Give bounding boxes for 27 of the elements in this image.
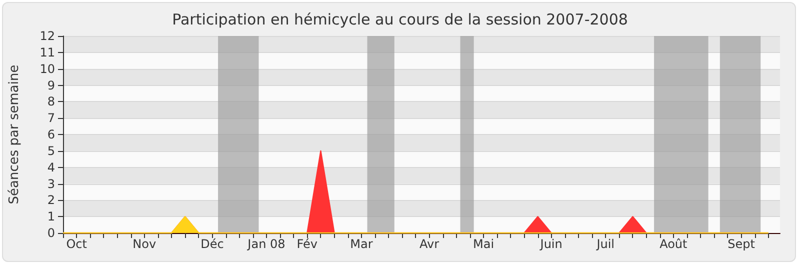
x-tick-label: Fév	[296, 237, 318, 251]
y-tick-label: 2	[47, 193, 55, 208]
x-tick-label: Nov	[132, 237, 156, 251]
y-tick-label: 1	[47, 210, 55, 224]
y-tick-label: 4	[47, 160, 55, 174]
y-tick-label: 3	[47, 176, 55, 191]
x-tick-label: Juin	[539, 237, 562, 251]
x-tick-label: Sept	[728, 237, 756, 251]
x-tick-label: Mai	[472, 237, 494, 251]
chart-title: Participation en hémicycle au cours de la session 2007-2008	[172, 10, 628, 28]
y-tick-label: 6	[47, 128, 55, 142]
x-tick-label: Oct	[66, 237, 88, 251]
x-tick-label: Juil	[596, 237, 614, 251]
y-tick-label: 7	[47, 111, 55, 126]
x-tick-label: Jan 08	[246, 237, 286, 251]
x-tick-label: Mar	[350, 237, 373, 251]
y-tick-label: 0	[47, 226, 55, 240]
y-tick-label: 5	[47, 144, 55, 158]
y-tick-label: 12	[40, 29, 55, 43]
y-axis-title: Séances par semaine	[7, 64, 22, 204]
x-tick-label: Avr	[419, 237, 440, 251]
y-tick-label: 9	[47, 78, 55, 92]
x-tick-label: Déc	[200, 237, 224, 251]
y-tick-label: 10	[40, 62, 55, 76]
y-tick-label: 8	[47, 94, 55, 109]
y-tick-label: 11	[40, 45, 55, 60]
x-tick-label: Août	[660, 237, 688, 251]
